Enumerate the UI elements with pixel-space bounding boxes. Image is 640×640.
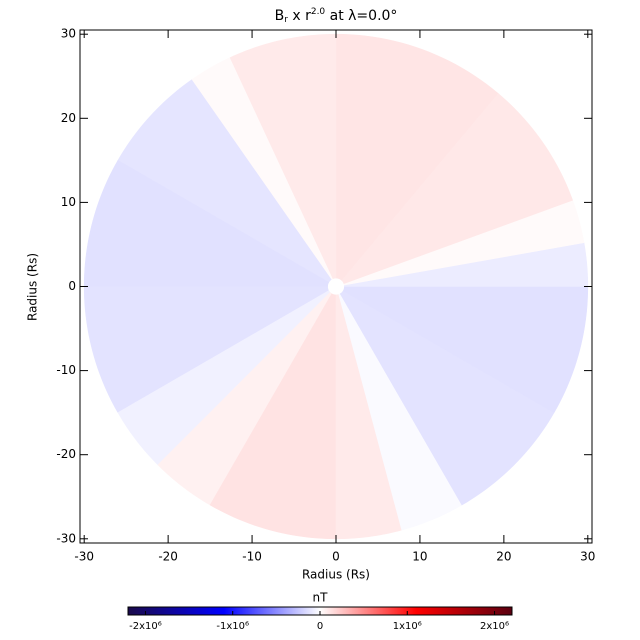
x-tick-label: -10: [242, 550, 262, 564]
x-tick-label: 0: [332, 550, 340, 564]
y-tick-label: 10: [61, 195, 76, 209]
title-superscript: 2.0: [311, 7, 326, 17]
x-tick-label: 30: [580, 550, 595, 564]
colorbar-tick-label: -2x10⁶: [129, 621, 162, 632]
chart-title: Br x r2.0 at λ=0.0°: [275, 7, 398, 25]
y-axis-label: Radius (Rs): [26, 253, 40, 321]
y-tick-label: 20: [61, 111, 76, 125]
x-tick-label: 20: [496, 550, 511, 564]
colorbar-label: nT: [313, 591, 329, 605]
y-tick-label: -10: [56, 363, 76, 377]
y-tick-label: 30: [61, 27, 76, 41]
colorbar-tick-label: 0: [317, 621, 323, 632]
title-part: B: [275, 8, 285, 24]
x-axis-label: Radius (Rs): [302, 568, 370, 582]
y-tick-label: -20: [56, 447, 76, 461]
y-tick-label: 0: [68, 279, 76, 293]
colorbar-tick-label: 1x10⁶: [393, 621, 422, 632]
x-tick-label: -30: [74, 550, 94, 564]
sector: [335, 294, 402, 540]
y-tick-label: -30: [56, 531, 76, 545]
colorbar-tick-label: 2x10⁶: [480, 621, 509, 632]
title-part: at λ=0.0°: [325, 8, 397, 24]
x-tick-label: 10: [412, 550, 427, 564]
title-subscript: r: [284, 15, 288, 25]
colorbar-tick-label: -1x10⁶: [216, 621, 249, 632]
title-part: x r: [288, 8, 311, 24]
x-tick-label: -20: [158, 550, 178, 564]
